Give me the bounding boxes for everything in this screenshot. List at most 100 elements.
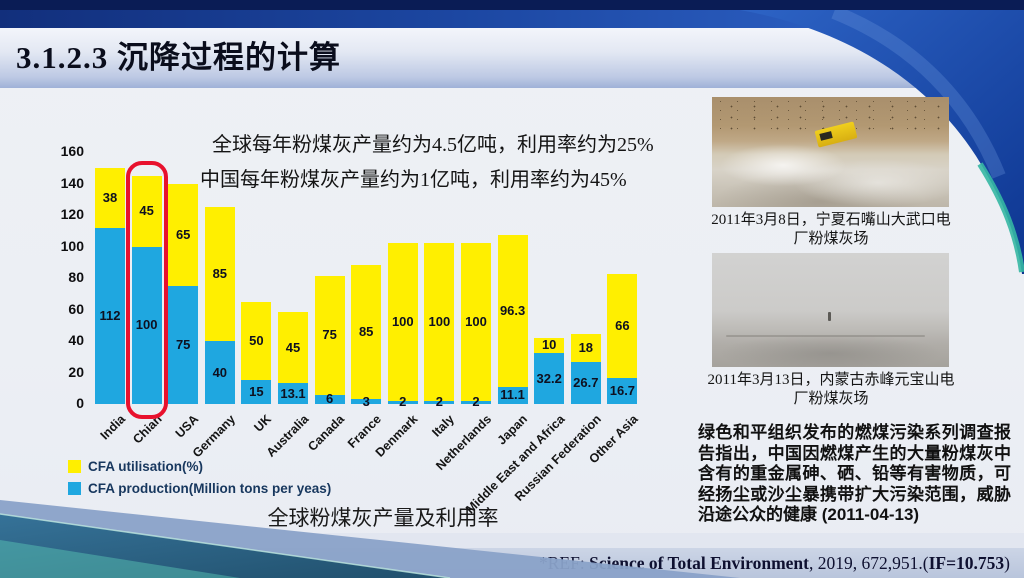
bar-segment-production — [241, 380, 272, 404]
chart-caption: 全球粉煤灰产量及利用率 — [267, 506, 499, 530]
x-axis-label: UK — [251, 412, 275, 435]
bar-value-utilisation: 65 — [175, 226, 191, 242]
legend-label-utilisation: CFA utilisation(%) — [88, 458, 203, 474]
bar-value-utilisation: 18 — [578, 339, 594, 355]
bar-segment-utilisation — [278, 312, 308, 384]
bar-value-production: 15 — [249, 384, 264, 400]
bar-segment-production — [387, 400, 418, 404]
bar-segment-utilisation — [204, 207, 235, 341]
bar-segment-utilisation — [314, 276, 345, 395]
photo-caption-1: 2011年3月8日，宁夏石嘴山大武口电 厂粉煤灰场 — [700, 211, 962, 249]
photo-caption-1-line1: 2011年3月8日，宁夏石嘴山大武口电 — [711, 212, 951, 228]
annotation-global: 全球每年粉煤灰产量约为4.5亿吨，利用率约为25% — [212, 134, 654, 156]
y-axis-tick-label: 80 — [68, 269, 84, 285]
bar-value-utilisation: 100 — [391, 314, 414, 330]
bar-value-utilisation: 100 — [465, 314, 487, 330]
x-axis-label: India — [97, 412, 128, 443]
y-axis-tick-label: 0 — [76, 395, 84, 411]
bar-segment-utilisation — [461, 243, 491, 401]
bar-value-utilisation: 75 — [322, 327, 337, 343]
bar-segment-utilisation — [570, 333, 601, 362]
bar-segment-utilisation — [351, 265, 382, 400]
bar-value-production: 100 — [135, 317, 158, 333]
bar-segment-production — [607, 377, 638, 404]
ref-impact-factor: IF=10.753 — [928, 553, 1005, 573]
bar-segment-utilisation — [424, 243, 455, 401]
y-axis-tick-label: 140 — [60, 174, 84, 191]
y-axis-tick-label: 60 — [68, 300, 84, 317]
photo-fog-ash-yard — [712, 253, 949, 367]
highlight-ellipse — [125, 161, 168, 419]
bar-value-production: 112 — [99, 307, 121, 323]
bar-segment-production — [95, 227, 125, 404]
bar-segment-utilisation — [241, 301, 272, 381]
photo-caption-1-line2: 厂粉煤灰场 — [793, 231, 869, 247]
bar-segment-production — [424, 400, 455, 404]
ref-suffix: ) — [1004, 553, 1010, 573]
bar-value-utilisation: 96.3 — [499, 302, 526, 318]
legend-swatch-production-icon — [68, 481, 81, 495]
bar-value-production: 3 — [362, 393, 370, 409]
bar-segment-utilisation — [534, 337, 565, 354]
x-axis-label: Canada — [305, 412, 348, 454]
bar-segment-utilisation — [387, 243, 418, 401]
bar-segment-production — [131, 246, 162, 404]
y-axis-tick-label: 40 — [68, 332, 84, 348]
bar-segment-production — [570, 361, 601, 404]
bar-segment-utilisation — [607, 273, 638, 378]
photo-caption-2-line2: 厂粉煤灰场 — [793, 391, 869, 407]
bar-value-production: 13.1 — [280, 385, 306, 401]
bar-segment-production — [168, 285, 199, 404]
chart-legend: CFA utilisation(%) CFA production(Millio… — [68, 455, 331, 499]
bar-value-production: 26.7 — [573, 374, 599, 390]
photo-caption-2: 2011年3月13日，内蒙古赤峰元宝山电 厂粉煤灰场 — [700, 371, 962, 409]
bar-value-utilisation: 38 — [102, 189, 118, 205]
bar-value-production: 2 — [435, 394, 443, 410]
ground-streak — [726, 335, 926, 338]
bar-value-production: 40 — [212, 364, 228, 380]
bar-segment-utilisation — [497, 234, 528, 387]
x-axis-label: Japan — [495, 412, 531, 448]
y-axis-tick-label: 100 — [60, 237, 84, 254]
bar-value-utilisation: 66 — [615, 317, 630, 333]
corner-swoosh-decoration — [714, 6, 1024, 274]
y-axis-tick-label: 20 — [68, 363, 84, 380]
bar-value-utilisation: 50 — [249, 333, 264, 348]
bar-value-production: 2 — [399, 394, 407, 410]
x-axis-label: USA — [172, 412, 202, 441]
bar-value-production: 32.2 — [536, 370, 562, 386]
bar-value-utilisation: 85 — [358, 324, 374, 340]
bar-value-production: 11.1 — [500, 387, 525, 403]
page-title: 3.1.2.3 沉降过程的计算 — [16, 40, 341, 75]
y-axis-tick-label: 120 — [60, 206, 84, 222]
top-navy-strip — [0, 0, 1024, 10]
bar-segment-production — [278, 383, 308, 404]
legend-item-utilisation: CFA utilisation(%) — [68, 455, 331, 477]
bar-segment-utilisation — [131, 175, 162, 247]
bar-value-utilisation: 45 — [139, 203, 154, 219]
legend-item-production: CFA production(Million tons per yeas) — [68, 477, 331, 499]
x-axis-label: Italy — [429, 412, 458, 440]
distant-person — [828, 312, 832, 322]
bar-value-utilisation: 45 — [285, 339, 301, 355]
bar-segment-utilisation — [95, 167, 125, 228]
legend-label-production: CFA production(Million tons per yeas) — [88, 480, 332, 496]
bar-segment-production — [497, 386, 528, 404]
ref-middle: , 2019, 672,951.( — [808, 553, 929, 573]
greenpeace-report-text: 绿色和平组织发布的燃煤污染系列调查报告指出，中国因燃煤产生的大量粉煤灰中含有的重… — [698, 423, 1011, 524]
bar-segment-production — [534, 353, 565, 404]
bar-segment-production — [461, 400, 491, 404]
legend-swatch-utilisation-icon — [68, 459, 81, 473]
bar-value-utilisation: 100 — [428, 314, 451, 330]
bar-segment-production — [351, 399, 382, 404]
photo-caption-2-line1: 2011年3月13日，内蒙古赤峰元宝山电 — [707, 372, 955, 388]
bar-value-production: 2 — [472, 394, 480, 410]
bar-value-utilisation: 10 — [541, 337, 557, 353]
footer-swoosh-decoration — [0, 500, 740, 578]
bar-value-production: 6 — [325, 391, 334, 407]
bar-segment-utilisation — [168, 183, 199, 286]
y-axis-tick-label: 160 — [60, 143, 84, 159]
bar-value-production: 75 — [175, 336, 191, 352]
